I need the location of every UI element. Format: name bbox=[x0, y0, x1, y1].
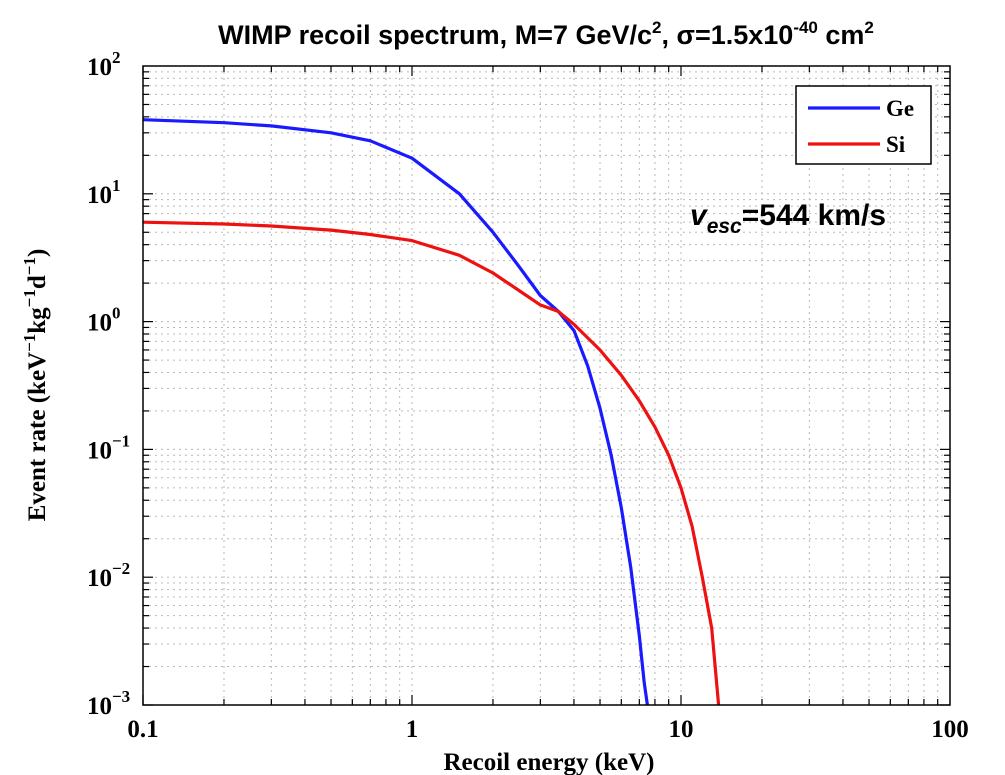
x-tick-label: 100 bbox=[931, 716, 969, 743]
grid bbox=[143, 66, 950, 705]
vesc-annotation: vesc=544 km/s bbox=[690, 199, 886, 238]
x-tick-label: 0.1 bbox=[127, 716, 158, 743]
chart-title: WIMP recoil spectrum, M=7 GeV/c2, σ=1.5x… bbox=[218, 18, 874, 50]
x-tick-label: 10 bbox=[669, 716, 694, 743]
y-tick-label: 10−3 bbox=[87, 687, 130, 720]
y-tick-label: 101 bbox=[87, 176, 121, 209]
y-tick-label: 10−1 bbox=[87, 431, 130, 464]
x-tick-labels: 0.1 1 10 100 bbox=[127, 716, 968, 743]
y-tick-label: 10−2 bbox=[87, 559, 130, 592]
series-group bbox=[142, 118, 721, 706]
legend: Ge Si bbox=[795, 85, 932, 165]
x-axis-label: Recoil energy (keV) bbox=[443, 749, 654, 775]
series-line-ge bbox=[142, 118, 649, 706]
y-tick-label: 100 bbox=[87, 304, 121, 337]
legend-label-si: Si bbox=[886, 132, 906, 157]
plot-frame bbox=[142, 65, 951, 706]
legend-box bbox=[795, 85, 932, 165]
y-tick-labels: 10−3 10−2 10−1 100 101 102 bbox=[87, 48, 130, 720]
legend-label-ge: Ge bbox=[886, 96, 914, 121]
series-line-si bbox=[142, 220, 721, 706]
y-tick-label: 102 bbox=[87, 48, 121, 81]
x-tick-label: 1 bbox=[406, 716, 419, 743]
y-axis-label: Event rate (keV−1kg−1d−1) bbox=[20, 249, 51, 522]
